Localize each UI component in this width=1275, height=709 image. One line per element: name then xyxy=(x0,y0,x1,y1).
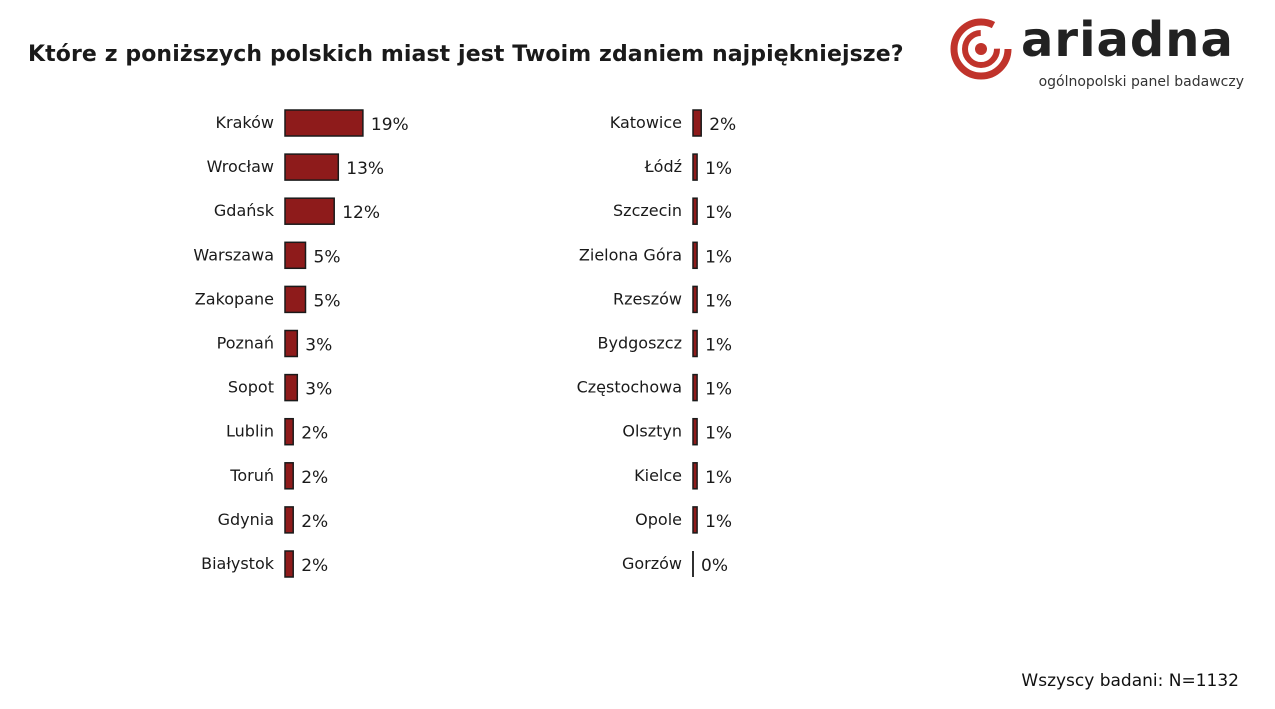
category-label: Zielona Góra xyxy=(579,245,682,264)
bar xyxy=(692,241,698,270)
bar xyxy=(284,241,307,270)
data-label: 1% xyxy=(705,512,732,532)
category-label: Białystok xyxy=(201,554,275,573)
category-label: Warszawa xyxy=(193,245,274,264)
data-label: 0% xyxy=(701,556,728,576)
data-label: 2% xyxy=(709,115,736,135)
category-label: Gdynia xyxy=(218,510,274,529)
sample-size-note: Wszyscy badani: N=1132 xyxy=(1021,671,1239,691)
bar xyxy=(284,506,294,534)
bar xyxy=(284,329,299,358)
bar xyxy=(284,285,307,314)
data-label: 5% xyxy=(314,247,341,267)
data-label: 1% xyxy=(705,380,732,400)
data-label: 1% xyxy=(705,203,732,223)
category-label: Katowice xyxy=(610,113,682,132)
bar xyxy=(692,462,698,490)
data-label: 1% xyxy=(705,336,732,356)
data-label: 1% xyxy=(705,291,732,311)
bar xyxy=(284,462,294,490)
category-label: Rzeszów xyxy=(613,289,682,308)
bar xyxy=(692,197,698,225)
data-label: 13% xyxy=(346,159,384,179)
data-label: 2% xyxy=(301,512,328,532)
bar xyxy=(284,373,299,402)
category-label: Kielce xyxy=(634,466,682,485)
data-label: 1% xyxy=(705,247,732,267)
chart-title: Które z poniższych polskich miast jest T… xyxy=(28,42,904,67)
category-label: Gorzów xyxy=(622,554,682,573)
bar xyxy=(692,506,698,534)
category-label: Toruń xyxy=(229,466,274,485)
logo-tagline: ogólnopolski panel badawczy xyxy=(1038,74,1244,90)
category-label: Bydgoszcz xyxy=(598,334,682,353)
category-label: Szczecin xyxy=(613,201,682,220)
ariadna-logo: ariadna ogólnopolski panel badawczy xyxy=(948,12,1248,96)
bar xyxy=(284,153,340,181)
data-label: 2% xyxy=(301,468,328,488)
bar xyxy=(692,285,698,314)
data-label: 19% xyxy=(371,115,409,135)
data-label: 3% xyxy=(305,380,332,400)
bar xyxy=(284,197,335,225)
bar xyxy=(284,417,294,446)
data-label: 5% xyxy=(314,291,341,311)
data-label: 3% xyxy=(305,336,332,356)
logo-wordmark: ariadna xyxy=(1021,12,1234,68)
bar xyxy=(692,373,698,402)
category-label: Lublin xyxy=(226,422,274,441)
category-label: Łódź xyxy=(644,157,682,176)
ariadna-spiral-icon xyxy=(950,18,1012,80)
category-label: Kraków xyxy=(216,113,274,132)
category-label: Zakopane xyxy=(195,289,274,308)
bar xyxy=(692,417,698,446)
category-label: Poznań xyxy=(217,334,274,353)
data-label: 1% xyxy=(705,159,732,179)
bar xyxy=(284,109,364,137)
category-label: Sopot xyxy=(228,378,274,397)
data-label: 1% xyxy=(705,424,732,444)
category-label: Olsztyn xyxy=(622,422,682,441)
category-label: Częstochowa xyxy=(577,378,682,397)
bar xyxy=(692,329,698,358)
bar xyxy=(692,153,698,181)
data-label: 2% xyxy=(301,424,328,444)
category-label: Opole xyxy=(635,510,682,529)
data-label: 12% xyxy=(342,203,380,223)
bar xyxy=(692,109,702,137)
data-label: 1% xyxy=(705,468,732,488)
category-label: Gdańsk xyxy=(214,201,275,220)
data-label: 2% xyxy=(301,556,328,576)
category-label: Wrocław xyxy=(207,157,274,176)
bar xyxy=(284,550,294,578)
